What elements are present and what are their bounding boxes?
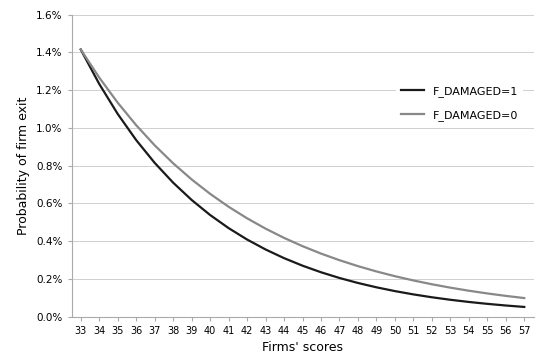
F_DAMAGED=0 xyxy=(410,278,417,282)
F_DAMAGED=1 xyxy=(465,300,472,304)
F_DAMAGED=1 xyxy=(280,256,287,260)
F_DAMAGED=0 xyxy=(280,236,287,240)
F_DAMAGED=1 xyxy=(114,112,121,116)
F_DAMAGED=0 xyxy=(151,143,158,147)
Y-axis label: Probability of firm exit: Probability of firm exit xyxy=(18,96,30,235)
F_DAMAGED=0 xyxy=(336,258,343,262)
F_DAMAGED=0 xyxy=(78,47,84,52)
F_DAMAGED=1 xyxy=(447,298,454,302)
F_DAMAGED=1 xyxy=(299,264,306,268)
F_DAMAGED=1 xyxy=(355,281,361,285)
F_DAMAGED=0 xyxy=(355,264,361,268)
F_DAMAGED=1 xyxy=(521,305,527,309)
F_DAMAGED=1 xyxy=(170,181,177,185)
F_DAMAGED=0 xyxy=(318,252,324,256)
F_DAMAGED=1 xyxy=(96,82,102,86)
F_DAMAGED=1 xyxy=(133,138,140,142)
Legend: F_DAMAGED=1, F_DAMAGED=0: F_DAMAGED=1, F_DAMAGED=0 xyxy=(396,80,523,127)
F_DAMAGED=0 xyxy=(170,161,177,166)
F_DAMAGED=0 xyxy=(114,100,121,105)
F_DAMAGED=0 xyxy=(133,123,140,127)
F_DAMAGED=0 xyxy=(392,274,398,278)
F_DAMAGED=1 xyxy=(151,161,158,165)
F_DAMAGED=1 xyxy=(262,247,269,252)
F_DAMAGED=0 xyxy=(503,294,509,298)
F_DAMAGED=0 xyxy=(521,296,527,300)
F_DAMAGED=1 xyxy=(392,289,398,293)
F_DAMAGED=0 xyxy=(484,291,491,296)
Line: F_DAMAGED=1: F_DAMAGED=1 xyxy=(81,50,524,307)
Line: F_DAMAGED=0: F_DAMAGED=0 xyxy=(81,50,524,298)
F_DAMAGED=0 xyxy=(226,205,232,209)
F_DAMAGED=0 xyxy=(188,177,195,182)
F_DAMAGED=1 xyxy=(244,237,250,242)
F_DAMAGED=1 xyxy=(188,198,195,202)
F_DAMAGED=1 xyxy=(226,226,232,230)
F_DAMAGED=1 xyxy=(78,47,84,52)
F_DAMAGED=0 xyxy=(428,282,435,286)
F_DAMAGED=1 xyxy=(428,295,435,300)
F_DAMAGED=1 xyxy=(503,303,509,308)
F_DAMAGED=0 xyxy=(207,192,213,196)
F_DAMAGED=1 xyxy=(484,302,491,306)
F_DAMAGED=1 xyxy=(207,213,213,217)
F_DAMAGED=1 xyxy=(410,292,417,297)
F_DAMAGED=0 xyxy=(262,226,269,231)
F_DAMAGED=0 xyxy=(96,75,102,80)
F_DAMAGED=1 xyxy=(373,285,380,289)
F_DAMAGED=0 xyxy=(447,285,454,290)
X-axis label: Firms' scores: Firms' scores xyxy=(262,341,343,354)
F_DAMAGED=0 xyxy=(465,289,472,293)
F_DAMAGED=1 xyxy=(336,276,343,280)
F_DAMAGED=0 xyxy=(244,216,250,221)
F_DAMAGED=0 xyxy=(373,269,380,274)
F_DAMAGED=0 xyxy=(299,244,306,248)
F_DAMAGED=1 xyxy=(318,270,324,274)
